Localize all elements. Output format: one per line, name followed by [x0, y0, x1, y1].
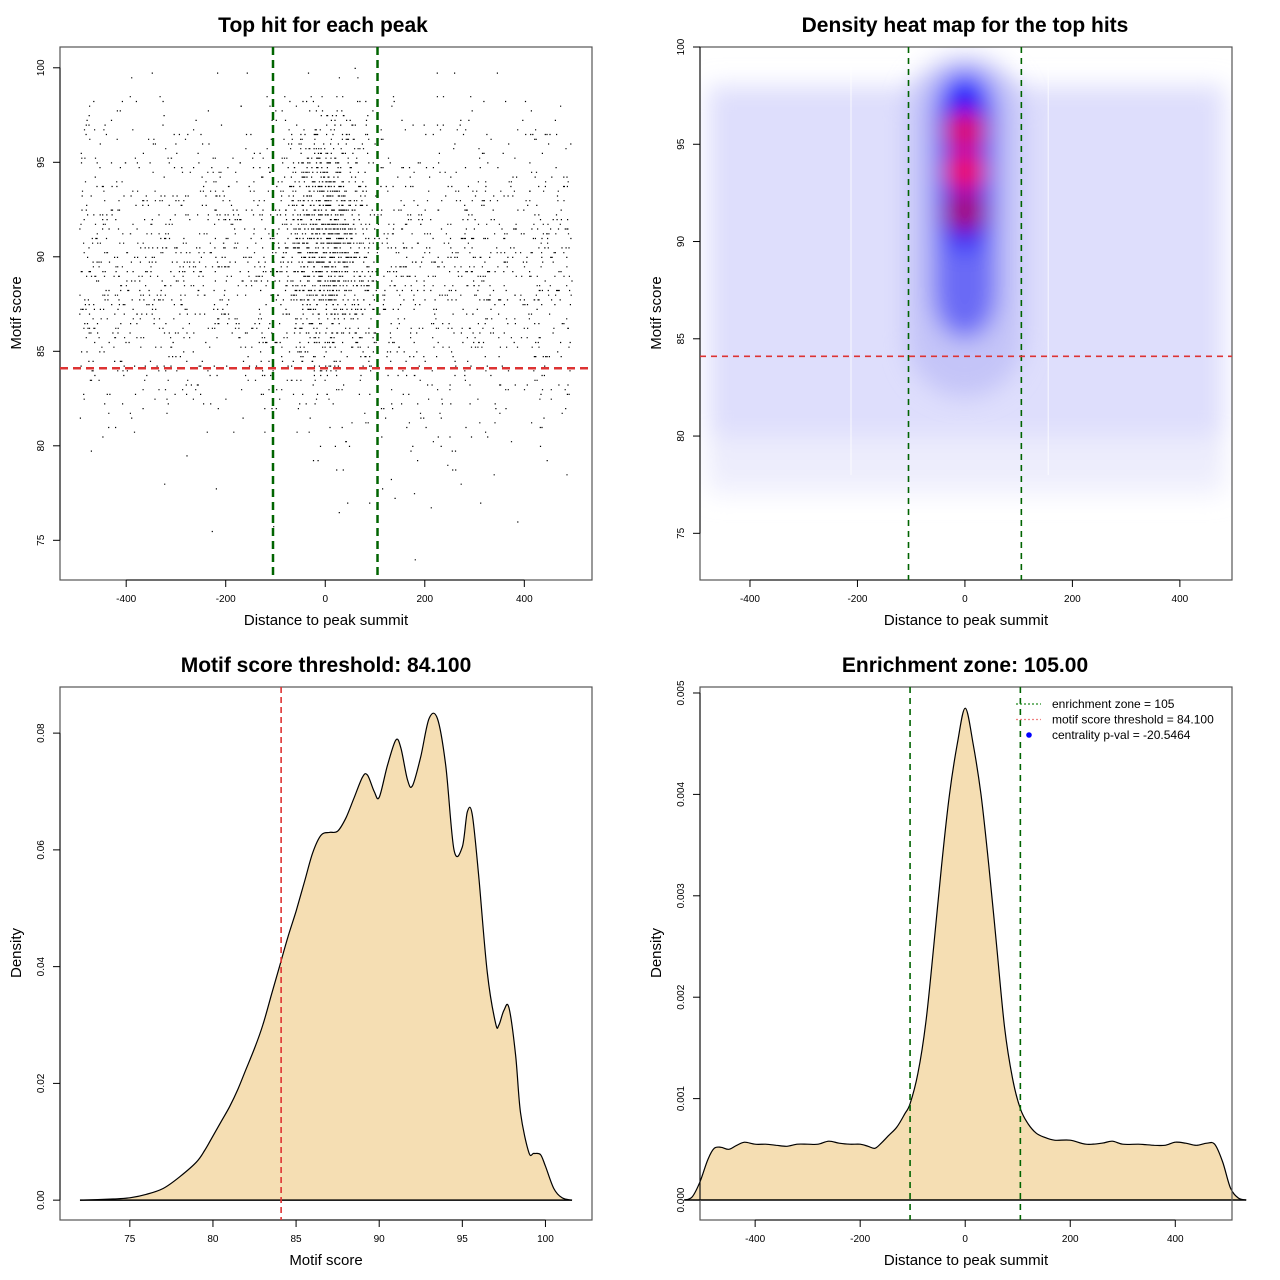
position-density-title: Enrichment zone: 105.00	[842, 654, 1088, 677]
scatter-y-tick-label: 75	[36, 534, 47, 546]
position-density-y-tick-label: 0.004	[676, 781, 687, 806]
position-density-x-tick-label: -200	[850, 1234, 870, 1245]
position-density-density-curve	[683, 707, 1247, 1201]
position-density-xlabel: Distance to peak summit	[884, 1252, 1049, 1269]
score-density-ylabel: Density	[8, 927, 25, 978]
score-density-y-tick-label: 0.04	[36, 956, 47, 976]
score-density-y-tick-label: 0.06	[36, 840, 47, 860]
score-density-y-tick-label: 0.02	[36, 1073, 47, 1093]
heatmap-y-tick-label: 100	[676, 38, 687, 55]
position-density-y-tick-label: 0.000	[676, 1187, 687, 1212]
score-density-x-tick-label: 100	[537, 1234, 554, 1245]
position-density-x-tick-label: 400	[1167, 1234, 1184, 1245]
scatter-panel: Top hit for each peak Distance to peak s…	[8, 14, 593, 629]
position-density-y-tick-label: 0.003	[676, 883, 687, 908]
heatmap-y-tick-label: 85	[676, 333, 687, 345]
heatmap-ylabel: Motif score	[648, 276, 665, 349]
score-density-x-tick-label: 80	[207, 1234, 219, 1245]
heatmap-x-tick-label: -200	[847, 594, 867, 605]
score-density-x-tick-label: 95	[457, 1234, 469, 1245]
heatmap-band-low	[708, 436, 1224, 495]
legend-entry-label: enrichment zone = 105	[1052, 697, 1175, 711]
scatter-x-tick-label: -400	[116, 594, 136, 605]
position-density-panel: Enrichment zone: 105.00 Distance to peak…	[648, 654, 1247, 1269]
scatter-point-cloud	[79, 67, 573, 561]
heatmap-y-tick-label: 90	[676, 236, 687, 248]
scatter-title: Top hit for each peak	[218, 14, 428, 37]
heatmap-hotspot	[944, 77, 985, 114]
heatmap-y-tick-label: 75	[676, 527, 687, 539]
heatmap-central-column	[905, 56, 1025, 398]
score-density-area-fill	[79, 713, 573, 1201]
scatter-ylabel: Motif score	[8, 276, 25, 349]
scatter-x-tick-label: 200	[416, 594, 433, 605]
legend-entry-label: centrality p-val = -20.5464	[1052, 728, 1191, 742]
heatmap-x-tick-label: 200	[1064, 594, 1081, 605]
heatmap-x-tick-label: 400	[1172, 594, 1189, 605]
position-density-legend: enrichment zone = 105 motif score thresho…	[1016, 697, 1214, 742]
heatmap-hotspot	[944, 153, 985, 190]
scatter-y-tick-label: 90	[36, 251, 47, 263]
scatter-x-tick-label: -200	[216, 594, 236, 605]
scatter-y-tick-label: 80	[36, 440, 47, 452]
score-density-xlabel: Motif score	[289, 1252, 362, 1269]
heatmap-cells	[700, 47, 1232, 580]
score-density-y-tick-label: 0.00	[36, 1190, 47, 1210]
position-density-area-fill	[684, 708, 1247, 1201]
scatter-x-tick-label: 0	[322, 594, 328, 605]
scatter-points	[79, 67, 573, 561]
score-density-title: Motif score threshold: 84.100	[181, 654, 472, 677]
scatter-y-tick-label: 100	[36, 59, 47, 76]
heatmap-y-tick-label: 95	[676, 138, 687, 150]
score-density-x-tick-label: 90	[374, 1234, 386, 1245]
score-density-x-tick-label: 75	[124, 1234, 136, 1245]
position-density-y-tick-label: 0.001	[676, 1086, 687, 1111]
scatter-xlabel: Distance to peak summit	[244, 612, 409, 629]
position-density-x-tick-label: 200	[1062, 1234, 1079, 1245]
legend-entry-label: motif score threshold = 84.100	[1052, 713, 1214, 727]
heatmap-x-tick-label: 0	[962, 594, 968, 605]
scatter-x-tick-label: 400	[516, 594, 533, 605]
position-density-ylabel: Density	[648, 927, 665, 978]
heatmap-title: Density heat map for the top hits	[802, 14, 1129, 37]
position-density-y-tick-label: 0.005	[676, 680, 687, 705]
score-density-density-curve	[79, 712, 573, 1201]
position-density-y-tick-label: 0.002	[676, 984, 687, 1009]
heatmap-y-tick-label: 80	[676, 430, 687, 442]
score-density-panel: Motif score threshold: 84.100 Motif scor…	[8, 654, 593, 1269]
heatmap-hotspot	[944, 194, 985, 231]
heatmap-xlabel: Distance to peak summit	[884, 612, 1049, 629]
position-density-x-tick-label: 0	[962, 1234, 968, 1245]
heatmap-hotspot	[944, 112, 985, 149]
score-density-x-tick-label: 85	[291, 1234, 303, 1245]
scatter-y-tick-label: 85	[36, 345, 47, 357]
scatter-y-tick-label: 95	[36, 156, 47, 168]
legend-dot-icon	[1026, 732, 1032, 738]
heatmap-panel: Density heat map for the top hits Distan…	[648, 14, 1233, 629]
score-density-y-tick-label: 0.08	[36, 723, 47, 743]
position-density-x-tick-label: -400	[745, 1234, 765, 1245]
heatmap-x-tick-label: -400	[740, 594, 760, 605]
